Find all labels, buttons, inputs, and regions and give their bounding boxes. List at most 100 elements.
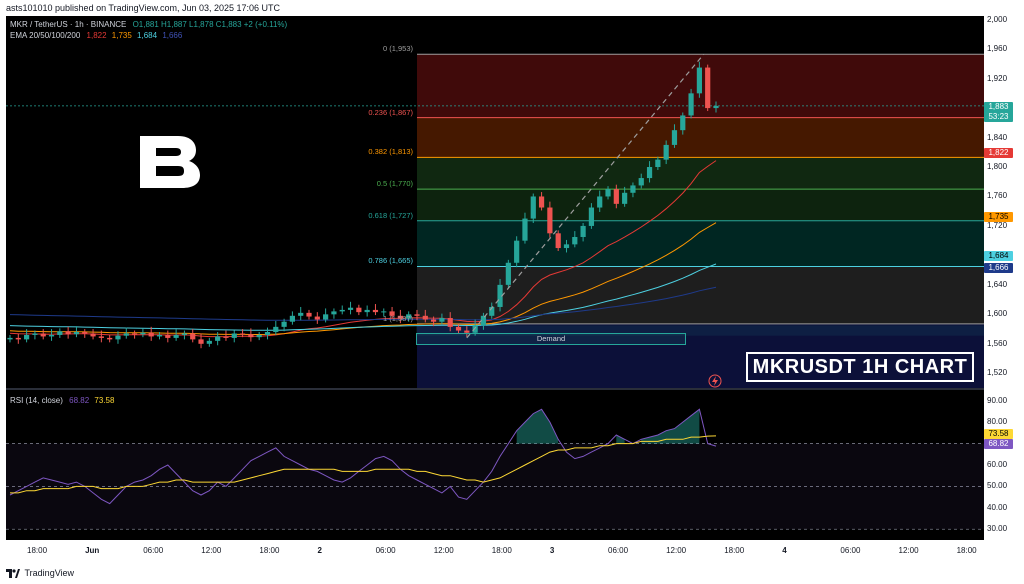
fib-zone xyxy=(417,266,984,324)
lightning-icon[interactable] xyxy=(708,374,722,388)
tradingview-brand[interactable]: TradingView xyxy=(6,566,74,580)
symbol-text: MKR / TetherUS · 1h · BINANCE xyxy=(10,20,127,29)
candle-body xyxy=(40,333,46,337)
candle-body xyxy=(264,332,271,335)
candle-body xyxy=(206,340,212,344)
candle-body xyxy=(472,325,478,333)
rsi-band xyxy=(6,443,984,530)
candle-body xyxy=(123,333,129,336)
demand-zone-label: Demand xyxy=(416,333,686,345)
price-tick-label: 1,760 xyxy=(987,191,1008,201)
fib-label: 0.382 (1,813) xyxy=(368,147,413,157)
candle-body xyxy=(538,196,545,208)
rsi-overbought-fill xyxy=(616,435,625,444)
candle-body xyxy=(547,207,553,234)
rsi-overbought-fill xyxy=(516,409,559,444)
candle-body xyxy=(381,311,387,313)
price-tick-label: 1,640 xyxy=(987,279,1008,289)
header-bar: asts101010 published on TradingView.com,… xyxy=(0,0,1024,16)
time-axis[interactable]: 18:00 Jun 06:00 12:00 18:00 2 06:00 12:00 18:00 3… xyxy=(6,540,984,564)
candle-body xyxy=(638,178,644,186)
candle-body xyxy=(57,331,63,335)
time-tick-label: 12:00 xyxy=(433,546,454,555)
rsi-tick-label: 30.00 xyxy=(987,524,1008,534)
price-axis[interactable]: 2,0001,9601,9201,8801,8401,8001,7601,720… xyxy=(984,15,1024,540)
candle-body xyxy=(439,318,445,322)
price-chart[interactable]: MKR / TetherUS · 1h · BINANCE O1,881 H1,… xyxy=(6,16,984,388)
ohlc-text: O1,881 H1,887 L1,878 C1,883 +2 (+0.11%) xyxy=(132,20,288,29)
candle-body xyxy=(32,333,38,335)
candle-body xyxy=(406,314,412,319)
candle-body xyxy=(24,334,30,340)
candle-body xyxy=(148,332,154,337)
candle-body xyxy=(480,315,487,326)
candle-body xyxy=(156,334,163,337)
time-tick-label: 2 xyxy=(317,546,322,555)
candle-body xyxy=(613,189,619,204)
candle-body xyxy=(572,236,578,245)
candle-body xyxy=(281,321,287,327)
fib-label: 1 (1,587) xyxy=(382,313,413,323)
price-tick-label: 1,800 xyxy=(987,162,1008,171)
ema-label: EMA 20/50/100/200 xyxy=(10,31,81,40)
chart-title: MKRUSDT 1H CHART xyxy=(746,352,974,382)
rsi-value: 68.82 xyxy=(69,396,90,405)
candle-body xyxy=(696,67,702,94)
candle-body xyxy=(431,319,437,322)
candle-body xyxy=(671,130,678,145)
rsi-pane[interactable]: RSI (14, close) 68.82 73.58 xyxy=(6,390,984,540)
candle-body xyxy=(505,262,511,285)
rsi-chart-svg xyxy=(6,408,984,530)
ema200-badge: 1,666 xyxy=(984,263,1013,273)
time-tick-label: 18:00 xyxy=(491,546,512,555)
candle-body xyxy=(181,333,188,335)
candle-body xyxy=(580,225,586,237)
candle-body xyxy=(190,333,196,340)
candle-body xyxy=(588,207,595,226)
time-tick-label: 12:00 xyxy=(898,546,919,555)
time-tick-label: 06:00 xyxy=(375,546,396,555)
candle-body xyxy=(98,336,104,338)
candle-body xyxy=(688,93,694,116)
candle-body xyxy=(173,334,179,338)
fib-zone xyxy=(417,220,984,267)
candle-body xyxy=(107,337,113,340)
candle-body xyxy=(248,334,254,338)
price-tick-label: 1,960 xyxy=(987,44,1008,54)
candle-body xyxy=(680,115,686,131)
demand-zone xyxy=(416,325,984,336)
rsi-legend: RSI (14, close) 68.82 73.58 xyxy=(10,396,114,405)
pane-separator[interactable] xyxy=(6,388,984,390)
candle-body xyxy=(289,315,295,322)
rsi-tick-label: 80.00 xyxy=(987,417,1008,427)
ema20-badge: 1,822 xyxy=(984,148,1013,158)
candle-body xyxy=(555,233,561,249)
rsi-ma-badge: 73.58 xyxy=(984,429,1013,439)
price-tick-label: 1,520 xyxy=(987,368,1008,378)
time-tick-label: 3 xyxy=(549,546,555,555)
candle-body xyxy=(198,339,204,344)
time-tick-label: 18:00 xyxy=(27,546,48,555)
candle-body xyxy=(630,185,636,193)
time-tick-label: Jun xyxy=(85,546,100,555)
last-price-badge: 1,883 53:23 xyxy=(984,102,1013,122)
tradingview-logo-icon xyxy=(6,569,20,579)
b-letter-logo-icon xyxy=(140,136,200,188)
fib-extension-zone xyxy=(417,323,984,388)
ema100-badge: 1,684 xyxy=(984,251,1013,261)
candle-body xyxy=(140,332,146,335)
ema20-value: 1,822 xyxy=(86,31,107,40)
candle-body xyxy=(131,333,138,335)
candle-body xyxy=(223,336,229,338)
trend-line xyxy=(466,53,705,339)
candle-body xyxy=(82,332,88,334)
candle-body xyxy=(331,311,337,315)
rsi-tick-label: 90.00 xyxy=(987,395,1008,405)
rsi-tick-label: 50.00 xyxy=(987,481,1008,491)
candle-body xyxy=(447,318,453,327)
candle-body xyxy=(231,333,237,338)
candle-body xyxy=(605,189,611,197)
ema100-value: 1,684 xyxy=(137,31,158,40)
ema200-value: 1,666 xyxy=(162,31,183,40)
fib-zone xyxy=(417,157,984,190)
